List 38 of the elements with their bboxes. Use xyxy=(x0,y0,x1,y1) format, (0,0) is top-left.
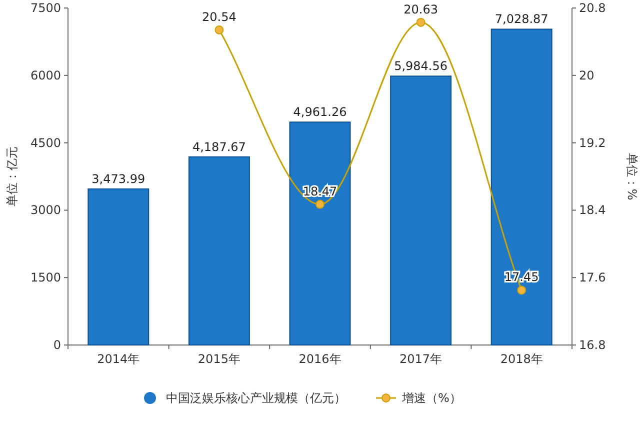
y2-tick-label: 19.2 xyxy=(579,136,606,150)
bar xyxy=(390,76,452,346)
data-label: 4,187.67 xyxy=(192,140,246,154)
y2-tick-label: 20 xyxy=(579,68,594,82)
y2-tick-label: 18.4 xyxy=(579,203,606,218)
data-label: 3,473.99 xyxy=(92,172,146,186)
data-label: 7,028.87 xyxy=(494,12,548,26)
y-tick-label: 3000 xyxy=(30,203,61,218)
point xyxy=(517,286,526,295)
legend-label: 增速（%） xyxy=(401,391,462,405)
x-tick-label: 2015年 xyxy=(198,352,240,366)
y-tick-label: 6000 xyxy=(30,68,61,82)
y2-axis-title: 单位：% xyxy=(625,152,639,200)
bar xyxy=(289,122,351,346)
point xyxy=(214,25,224,34)
y-tick-label: 0 xyxy=(53,338,61,352)
point xyxy=(416,18,426,27)
x-tick-label: 2018年 xyxy=(500,352,543,366)
bar xyxy=(188,156,250,346)
data-label: 20.54 xyxy=(202,10,236,24)
y2-tick-label: 17.6 xyxy=(579,270,606,285)
bar xyxy=(88,188,150,346)
legend-label: 中国泛娱乐核心产业规模（亿元） xyxy=(166,391,346,405)
y-axis-title: 单位：亿元 xyxy=(5,146,19,206)
bar xyxy=(490,28,552,346)
data-label: 4,961.26 xyxy=(293,105,347,120)
y-tick-label: 7500 xyxy=(30,1,61,15)
y-tick-label: 1500 xyxy=(30,270,61,285)
x-tick-label: 2017年 xyxy=(400,352,442,366)
x-tick-label: 2016年 xyxy=(298,352,342,366)
y2-tick-label: 16.8 xyxy=(579,338,606,352)
x-tick-label: 2014年 xyxy=(97,352,140,366)
y-tick-label: 4500 xyxy=(30,136,61,150)
data-label: 5,984.56 xyxy=(394,59,448,74)
data-label: 18.47 xyxy=(302,184,338,198)
point xyxy=(316,200,324,209)
y2-tick-label: 20.8 xyxy=(579,1,606,15)
data-label: 20.63 xyxy=(404,2,438,16)
